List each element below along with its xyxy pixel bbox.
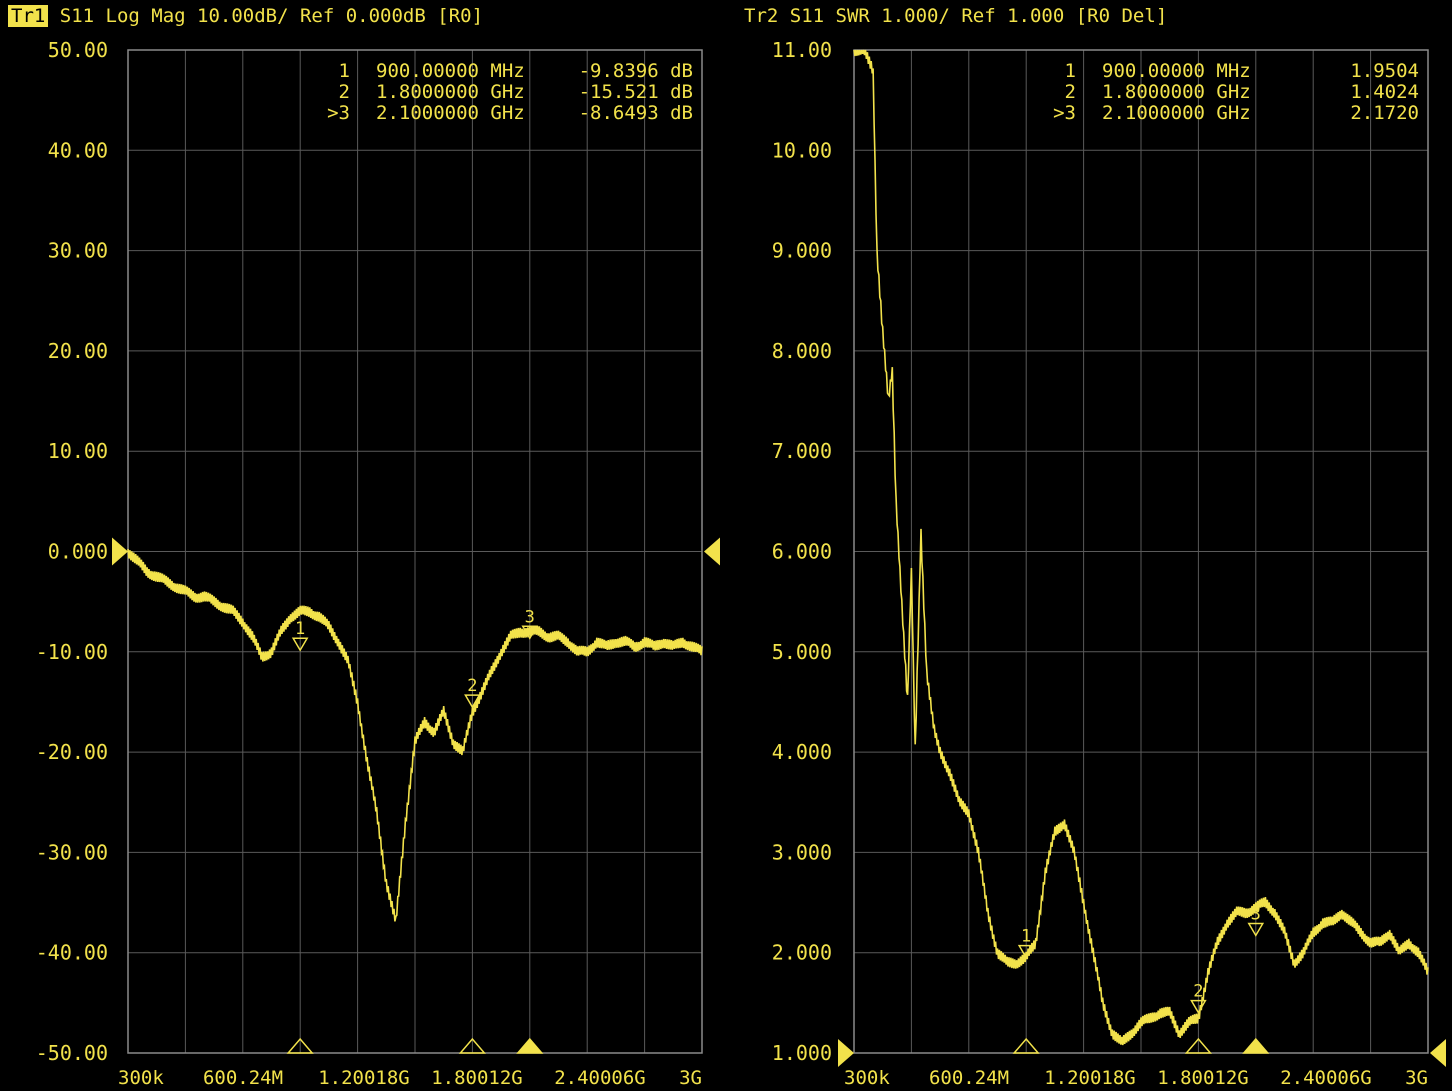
y-tick-label: 4.000 [772,740,832,764]
trace-header: Tr2 S11 SWR 1.000/ Ref 1.000 [R0 Del] [744,5,1167,27]
y-tick-label: 7.000 [772,439,832,463]
x-tick-label: 600.24M [929,1067,1009,1089]
y-tick-label: 9.000 [772,239,832,263]
trace-format: S11 SWR 1.000/ Ref 1.000 [R0 Del] [778,5,1168,27]
trace-panel-1: Tr1 S11 Log Mag 10.00dB/ Ref 0.000dB [R0… [8,5,720,1089]
marker-label: 1 [295,619,305,639]
marker-readout-id: >3 [327,102,350,124]
marker-label: 3 [1251,904,1261,924]
x-tick-label: 300k [118,1067,164,1089]
x-tick-label: 1.80012G [431,1067,523,1089]
x-tick-label: 1.80012G [1157,1067,1249,1089]
marker-label: 2 [467,676,477,696]
marker-readout-value: 1.4024 [1350,81,1419,103]
trace-tag[interactable]: Tr1 [8,5,49,27]
marker-readout-id: 1 [339,60,350,82]
marker-readout-freq: 900.00000 MHz [1102,60,1251,82]
y-tick-label: 6.000 [772,540,832,564]
x-tick-label: 3G [1405,1067,1428,1089]
marker-readout-value: -15.521 dB [579,81,693,103]
marker-readout-freq: 900.00000 MHz [376,60,525,82]
reference-right-arrow [704,537,720,566]
y-tick-label: 10.00 [772,138,832,162]
trace-tag[interactable]: Tr2 [744,5,779,27]
y-tick-label: 5.000 [772,640,832,664]
marker-readout-id: 1 [1065,60,1076,82]
y-tick-label: 3.000 [772,840,832,864]
marker-readout-freq: 2.1000000 GHz [376,102,525,124]
reference-left-arrow [838,1039,854,1067]
x-tick-label: 2.40006G [554,1067,646,1089]
y-tick-label: 8.000 [772,339,832,363]
marker-readout-freq: 1.8000000 GHz [376,81,525,103]
y-tick-label: 20.00 [48,339,108,363]
trace-line [853,49,1429,1046]
marker-readout-value: 2.1720 [1350,102,1419,124]
y-tick-label: 2.000 [772,941,832,965]
y-tick-label: 10.00 [48,439,108,463]
marker-readout-id: 2 [339,81,350,103]
marker-triangle [1247,922,1265,937]
y-tick-label: 0.000 [48,540,108,564]
x-tick-label: 600.24M [203,1067,283,1089]
marker-readout-value: -8.6493 dB [579,102,693,124]
marker-triangle [464,694,481,709]
trace-format: S11 Log Mag 10.00dB/ Ref 0.000dB [R0] [48,5,484,27]
marker-readout-freq: 1.8000000 GHz [1102,81,1251,103]
y-tick-label: -40.00 [36,941,108,965]
trace-header: Tr1 S11 Log Mag 10.00dB/ Ref 0.000dB [R0… [8,5,483,27]
trace-line [127,549,703,922]
marker-bottom-indicator [1012,1037,1040,1054]
x-tick-label: 1.20018G [318,1067,410,1089]
marker-readout-id: 2 [1065,81,1076,103]
marker-label: 1 [1021,927,1031,947]
y-tick-label: -20.00 [36,740,108,764]
marker-bottom-indicator [516,1037,544,1054]
reference-right-arrow [1430,1039,1446,1067]
trace-panel-2: Tr2 S11 SWR 1.000/ Ref 1.000 [R0 Del] 11… [726,0,1452,1091]
y-tick-label: 30.00 [48,239,108,263]
y-tick-label: 50.00 [48,38,108,62]
marker-triangle [521,625,539,640]
marker-triangle [1017,944,1035,960]
marker-bottom-indicator [458,1037,487,1054]
marker-bottom-indicator [1184,1037,1213,1054]
marker-readout-value: 1.9504 [1350,60,1419,82]
marker-readout-freq: 2.1000000 GHz [1102,102,1251,124]
marker-readout-value: -9.8396 dB [579,60,693,82]
y-tick-label: -30.00 [36,840,108,864]
marker-bottom-indicator [286,1037,314,1054]
chart-svg: 50.00 40.00 30.00 20.00 10.00 0.000 -10.00 -20.… [36,38,720,1089]
y-tick-label: -10.00 [36,640,108,664]
x-tick-label: 300k [844,1067,890,1089]
marker-triangle [1190,999,1207,1015]
plot-frame [853,49,1429,1054]
y-tick-label: 1.000 [772,1041,832,1065]
marker-label: 2 [1193,982,1203,1002]
reference-left-arrow [112,537,128,566]
x-tick-label: 3G [679,1067,702,1089]
marker-readout-id: >3 [1053,102,1076,124]
marker-bottom-indicator [1242,1037,1270,1054]
marker-label: 3 [525,607,535,627]
x-tick-label: 2.40006G [1280,1067,1372,1089]
y-tick-label: 11.00 [772,38,832,62]
marker-triangle [291,637,309,652]
chart-svg: 11.00 10.00 9.000 8.000 7.000 6.000 5.000 4.000… [772,38,1446,1089]
y-tick-label: -50.00 [36,1041,108,1065]
y-tick-label: 40.00 [48,138,108,162]
x-tick-label: 1.20018G [1044,1067,1136,1089]
